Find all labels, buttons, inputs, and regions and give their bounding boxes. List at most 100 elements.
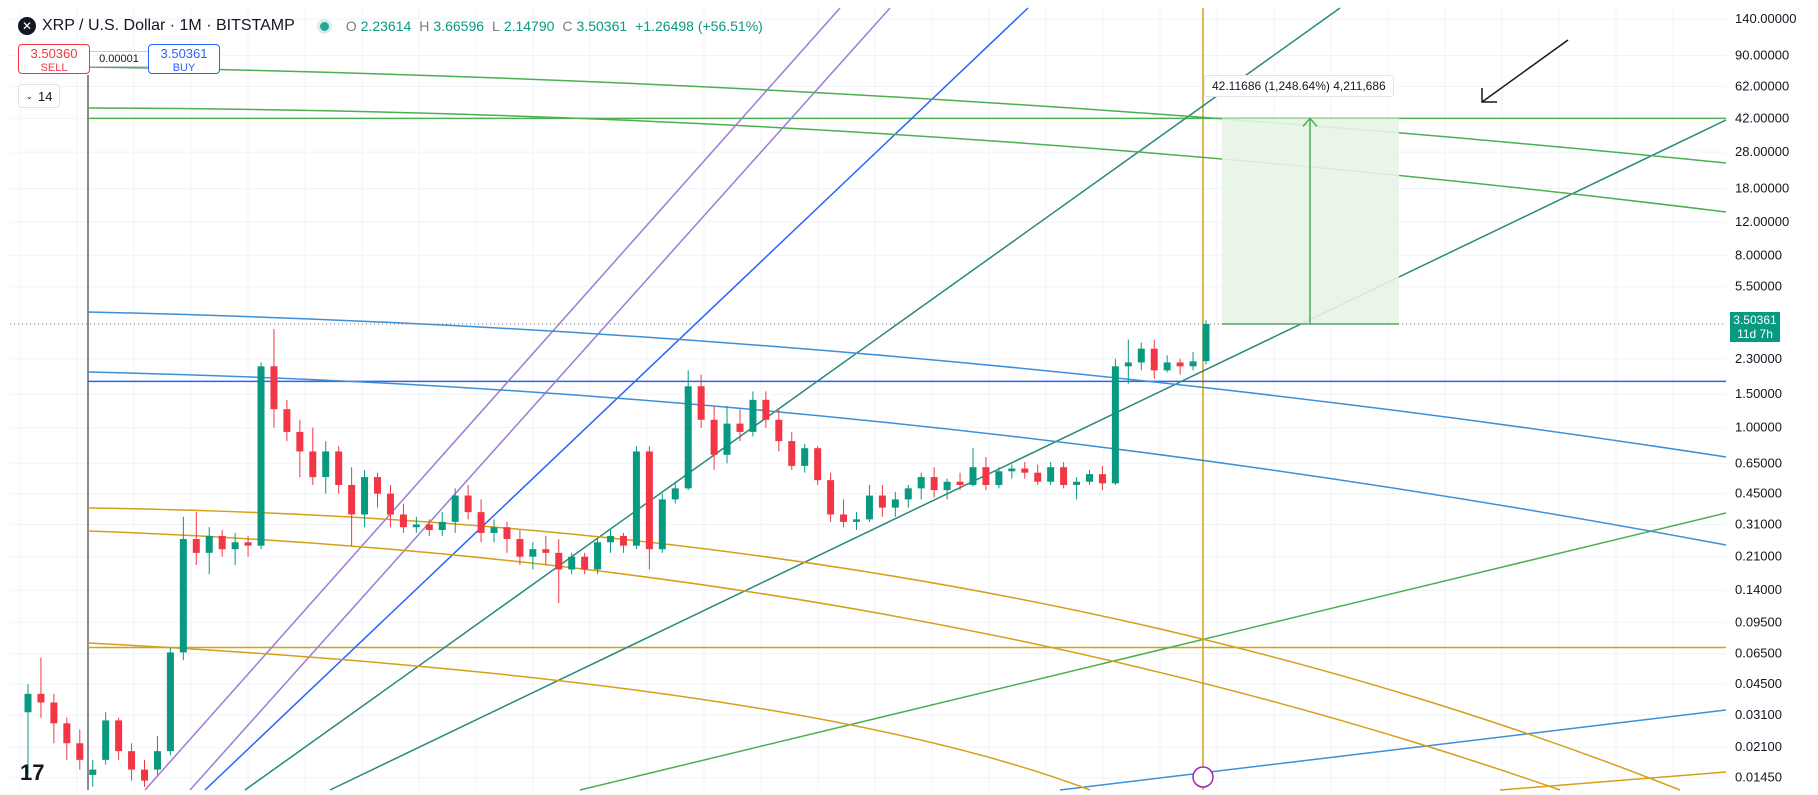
candle-body (335, 451, 343, 485)
candle-body (283, 409, 291, 432)
candle-body (425, 524, 433, 531)
price-tick-label: 0.06500 (1735, 646, 1782, 661)
candle-body (37, 693, 45, 703)
price-axis[interactable]: 140.00000 90.00000 62.00000 42.00000 28.0000… (1726, 0, 1818, 795)
drawing-tools-layer[interactable] (87, 7, 1727, 791)
candle-body (619, 535, 627, 546)
curve-line (87, 371, 1727, 546)
price-tick-label: 0.21000 (1735, 549, 1782, 564)
candle-body (205, 535, 213, 553)
candle-body (153, 751, 161, 770)
candle-body (179, 539, 187, 653)
candle-body (348, 484, 356, 515)
candle-body (632, 451, 640, 546)
symbol-title[interactable]: XRP / U.S. Dollar · 1M · BITSTAMP (42, 17, 295, 34)
price-tick-label: 12.00000 (1735, 214, 1789, 229)
buy-label: BUY (172, 62, 196, 74)
candle-body (374, 477, 382, 494)
chevron-down-icon: ⌄ (25, 90, 34, 101)
sell-label: SELL (40, 62, 68, 74)
candle-body (257, 366, 265, 546)
candle-body (840, 514, 848, 522)
price-tick-label: 0.14000 (1735, 582, 1782, 597)
candle-body (684, 386, 692, 489)
tradingview-logo-icon[interactable]: 17 (20, 760, 45, 785)
replay-icon (1192, 766, 1214, 788)
indicators-count: 14 (38, 88, 53, 104)
candle-body (102, 720, 110, 760)
candle-body (192, 539, 200, 553)
symbol-header: ✕ XRP / U.S. Dollar · 1M · BITSTAMP O 2.2… (18, 14, 771, 38)
price-tick-label: 18.00000 (1735, 181, 1789, 196)
price-tick-label: 1.00000 (1735, 420, 1782, 435)
price-tick-label: 8.00000 (1735, 248, 1782, 263)
candle-body (995, 471, 1003, 485)
candle-body (386, 493, 394, 515)
candle-body (270, 366, 278, 410)
price-tick-label: 0.31000 (1735, 517, 1782, 532)
candle-body (917, 477, 925, 489)
bar-countdown: 11d 7h (1737, 327, 1773, 341)
trade-panel: 3.50360 SELL 0.00001 3.50361 BUY (18, 44, 220, 74)
price-tick-label: 0.01450 (1735, 770, 1782, 785)
price-tick-label: 0.09500 (1735, 614, 1782, 629)
sell-button[interactable]: 3.50360 SELL (18, 44, 90, 74)
candle-body (1047, 467, 1055, 482)
candle-body (852, 519, 860, 522)
price-tick-label: 42.00000 (1735, 111, 1789, 126)
candle-body (516, 539, 524, 557)
annotation-arrow-head (1481, 88, 1497, 103)
candle-body (581, 556, 589, 570)
candle-body (814, 448, 822, 481)
candle-body (956, 481, 964, 485)
candle-body (891, 499, 899, 508)
fan-line (329, 119, 1727, 791)
measure-arrow-head (1302, 117, 1318, 127)
candle-body (1098, 474, 1106, 484)
candle-body (736, 423, 744, 432)
candle-body (529, 549, 537, 557)
candle-body (1034, 472, 1042, 482)
indicators-toggle-button[interactable]: ⌄ 14 (18, 84, 60, 108)
candle-body (166, 652, 174, 752)
candle-body (1021, 468, 1029, 473)
price-tick-label: 1.50000 (1735, 386, 1782, 401)
buy-button[interactable]: 3.50361 BUY (148, 44, 220, 74)
candle-body (982, 467, 990, 485)
high-label: H (419, 18, 430, 34)
market-status-icon[interactable] (316, 18, 332, 34)
fan-line (204, 7, 1029, 791)
candle-body (63, 723, 71, 744)
curve-line (87, 107, 1727, 213)
price-tick-label: 5.50000 (1735, 279, 1782, 294)
measure-tooltip: 42.11686 (1,248.64%) 4,211,686 (1204, 75, 1394, 97)
candle-body (412, 524, 420, 528)
measure-overlay[interactable] (10, 39, 1726, 788)
candlestick-series (24, 320, 1210, 787)
candle-body (878, 495, 886, 508)
buy-price: 3.50361 (160, 46, 208, 61)
candle-body (1163, 362, 1171, 371)
current-price-tag: 3.50361 11d 7h (1730, 312, 1780, 342)
price-tick-label: 140.00000 (1735, 11, 1796, 26)
candle-body (1202, 323, 1210, 362)
candle-body (762, 399, 770, 420)
curve-line (87, 66, 1727, 164)
candle-body (542, 549, 550, 553)
close-value: 3.50361 (576, 18, 628, 34)
open-value: 2.23614 (360, 18, 412, 34)
candle-body (451, 495, 459, 522)
candle-body (1124, 362, 1132, 367)
price-tick-label: 0.04500 (1735, 676, 1782, 691)
fan-line (244, 7, 1341, 791)
price-tick-label: 0.65000 (1735, 455, 1782, 470)
candle-body (296, 431, 304, 452)
open-label: O (345, 18, 357, 34)
candle-body (244, 542, 252, 546)
high-value: 3.66596 (433, 18, 485, 34)
candle-body (645, 451, 653, 550)
candle-body (361, 477, 369, 515)
candle-body (697, 386, 705, 420)
candle-body (568, 556, 576, 570)
